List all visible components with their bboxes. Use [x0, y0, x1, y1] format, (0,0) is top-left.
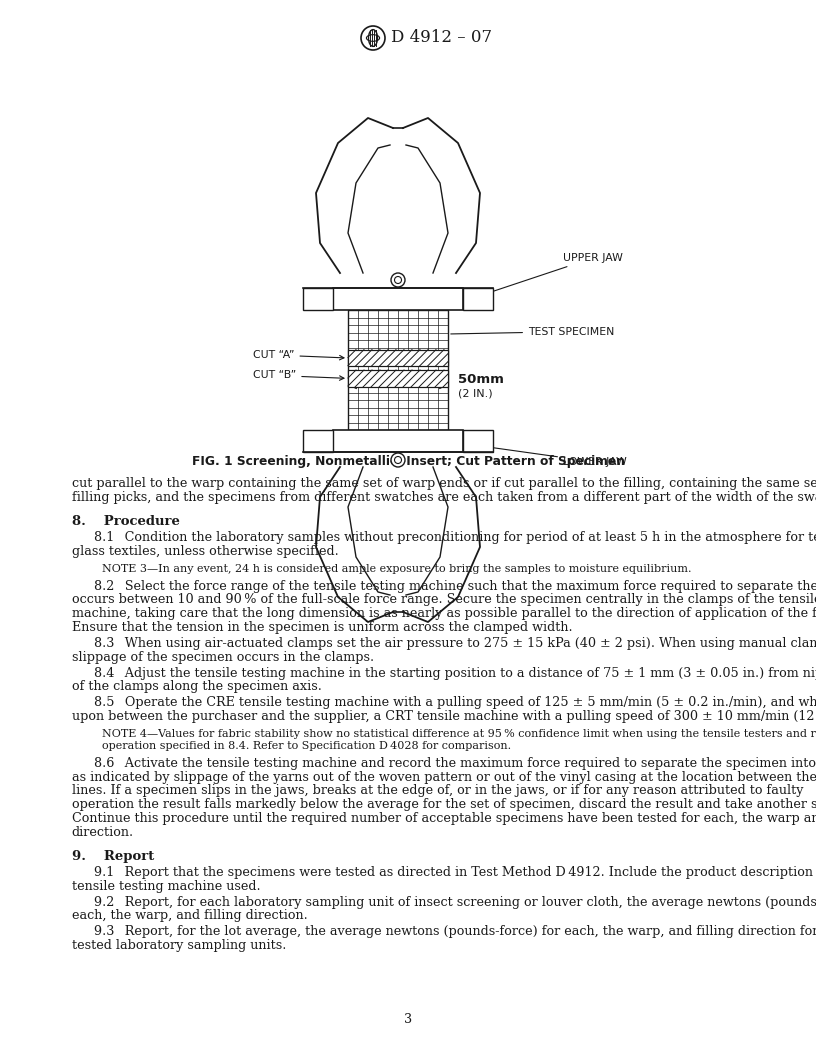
Text: 8.  Procedure: 8. Procedure	[72, 514, 180, 528]
Text: UPPER JAW: UPPER JAW	[490, 253, 623, 293]
Text: TEST SPECIMEN: TEST SPECIMEN	[450, 326, 614, 337]
Text: of the clamps along the specimen axis.: of the clamps along the specimen axis.	[72, 680, 322, 694]
Text: operation specified in 8.4. Refer to Specification D 4028 for comparison.: operation specified in 8.4. Refer to Spe…	[102, 740, 511, 751]
Text: 9.1  Report that the specimens were tested as directed in Test Method D 4912. In: 9.1 Report that the specimens were teste…	[94, 866, 816, 879]
Bar	[348, 350, 448, 366]
Text: NOTE 4—Values for fabric stability show no statistical difference at 95 % confid: NOTE 4—Values for fabric stability show …	[102, 729, 816, 739]
Bar	[463, 430, 493, 452]
Text: 8.4  Adjust the tensile testing machine in the starting position to a distance o: 8.4 Adjust the tensile testing machine i…	[94, 666, 816, 679]
Text: NOTE 3—In any event, 24 h is considered ample exposure to bring the samples to m: NOTE 3—In any event, 24 h is considered …	[102, 564, 691, 573]
Text: lines. If a specimen slips in the jaws, breaks at the edge of, or in the jaws, o: lines. If a specimen slips in the jaws, …	[72, 785, 803, 797]
Text: 8.1  Condition the laboratory samples without preconditioning for period of at l: 8.1 Condition the laboratory samples wit…	[94, 531, 816, 544]
Text: (2 IN.): (2 IN.)	[458, 389, 493, 398]
Text: CUT “B”: CUT “B”	[253, 371, 344, 380]
Text: 8.6  Activate the tensile testing machine and record the maximum force required : 8.6 Activate the tensile testing machine…	[94, 757, 816, 770]
Text: 3: 3	[404, 1013, 412, 1026]
Text: occurs between 10 and 90 % of the full-scale force range. Secure the specimen ce: occurs between 10 and 90 % of the full-s…	[72, 593, 816, 606]
Bar	[348, 310, 448, 430]
Text: 9.  Report: 9. Report	[72, 849, 154, 863]
Circle shape	[394, 456, 401, 464]
Text: D 4912 – 07: D 4912 – 07	[391, 30, 492, 46]
Text: direction.: direction.	[72, 826, 134, 838]
Text: machine, taking care that the long dimension is as nearly as possible parallel t: machine, taking care that the long dimen…	[72, 607, 816, 620]
Circle shape	[394, 277, 401, 283]
Text: slippage of the specimen occurs in the clamps.: slippage of the specimen occurs in the c…	[72, 650, 374, 664]
Bar	[348, 370, 448, 386]
Text: FIG. 1 Screening, Nonmetallic, Insert; Cut Pattern of Specimen: FIG. 1 Screening, Nonmetallic, Insert; C…	[192, 455, 624, 468]
Text: 9.3  Report, for the lot average, the average newtons (pounds-force) for each, t: 9.3 Report, for the lot average, the ave…	[94, 925, 816, 938]
Circle shape	[391, 274, 405, 287]
Text: glass textiles, unless otherwise specified.: glass textiles, unless otherwise specifi…	[72, 545, 339, 558]
Text: 8.2  Select the force range of the tensile testing machine such that the maximum: 8.2 Select the force range of the tensil…	[94, 580, 816, 592]
Text: as indicated by slippage of the yarns out of the woven pattern or out of the vin: as indicated by slippage of the yarns ou…	[72, 771, 816, 784]
Bar	[333, 288, 463, 310]
Text: CUT “A”: CUT “A”	[253, 350, 344, 360]
Bar	[303, 430, 333, 452]
Text: Ensure that the tension in the specimen is uniform across the clamped width.: Ensure that the tension in the specimen …	[72, 621, 573, 634]
Text: operation the result falls markedly below the average for the set of specimen, d: operation the result falls markedly belo…	[72, 798, 816, 811]
Text: Continue this procedure until the required number of acceptable specimens have b: Continue this procedure until the requir…	[72, 812, 816, 825]
Text: each, the warp, and filling direction.: each, the warp, and filling direction.	[72, 909, 308, 922]
Text: tensile testing machine used.: tensile testing machine used.	[72, 880, 260, 892]
Text: cut parallel to the warp containing the same set of warp ends or if cut parallel: cut parallel to the warp containing the …	[72, 477, 816, 490]
Text: 8.3  When using air-actuated clamps set the air pressure to 275 ± 15 kPa (40 ± 2: 8.3 When using air-actuated clamps set t…	[94, 637, 816, 649]
Text: tested laboratory sampling units.: tested laboratory sampling units.	[72, 939, 286, 953]
Bar	[333, 430, 463, 452]
Bar	[303, 288, 333, 310]
Text: filling picks, and the specimens from different swatches are each taken from a d: filling picks, and the specimens from di…	[72, 491, 816, 504]
Text: upon between the purchaser and the supplier, a CRT tensile machine with a pullin: upon between the purchaser and the suppl…	[72, 710, 816, 723]
Text: LOWER JAW: LOWER JAW	[490, 448, 627, 467]
Bar	[463, 288, 493, 310]
Text: 9.2  Report, for each laboratory sampling unit of insect screening or louver clo: 9.2 Report, for each laboratory sampling…	[94, 895, 816, 908]
Circle shape	[391, 453, 405, 467]
Bar	[348, 370, 448, 386]
Text: 8.5  Operate the CRE tensile testing machine with a pulling speed of 125 ± 5 mm/: 8.5 Operate the CRE tensile testing mach…	[94, 696, 816, 709]
Text: 50mm: 50mm	[458, 373, 503, 385]
Bar	[348, 350, 448, 366]
